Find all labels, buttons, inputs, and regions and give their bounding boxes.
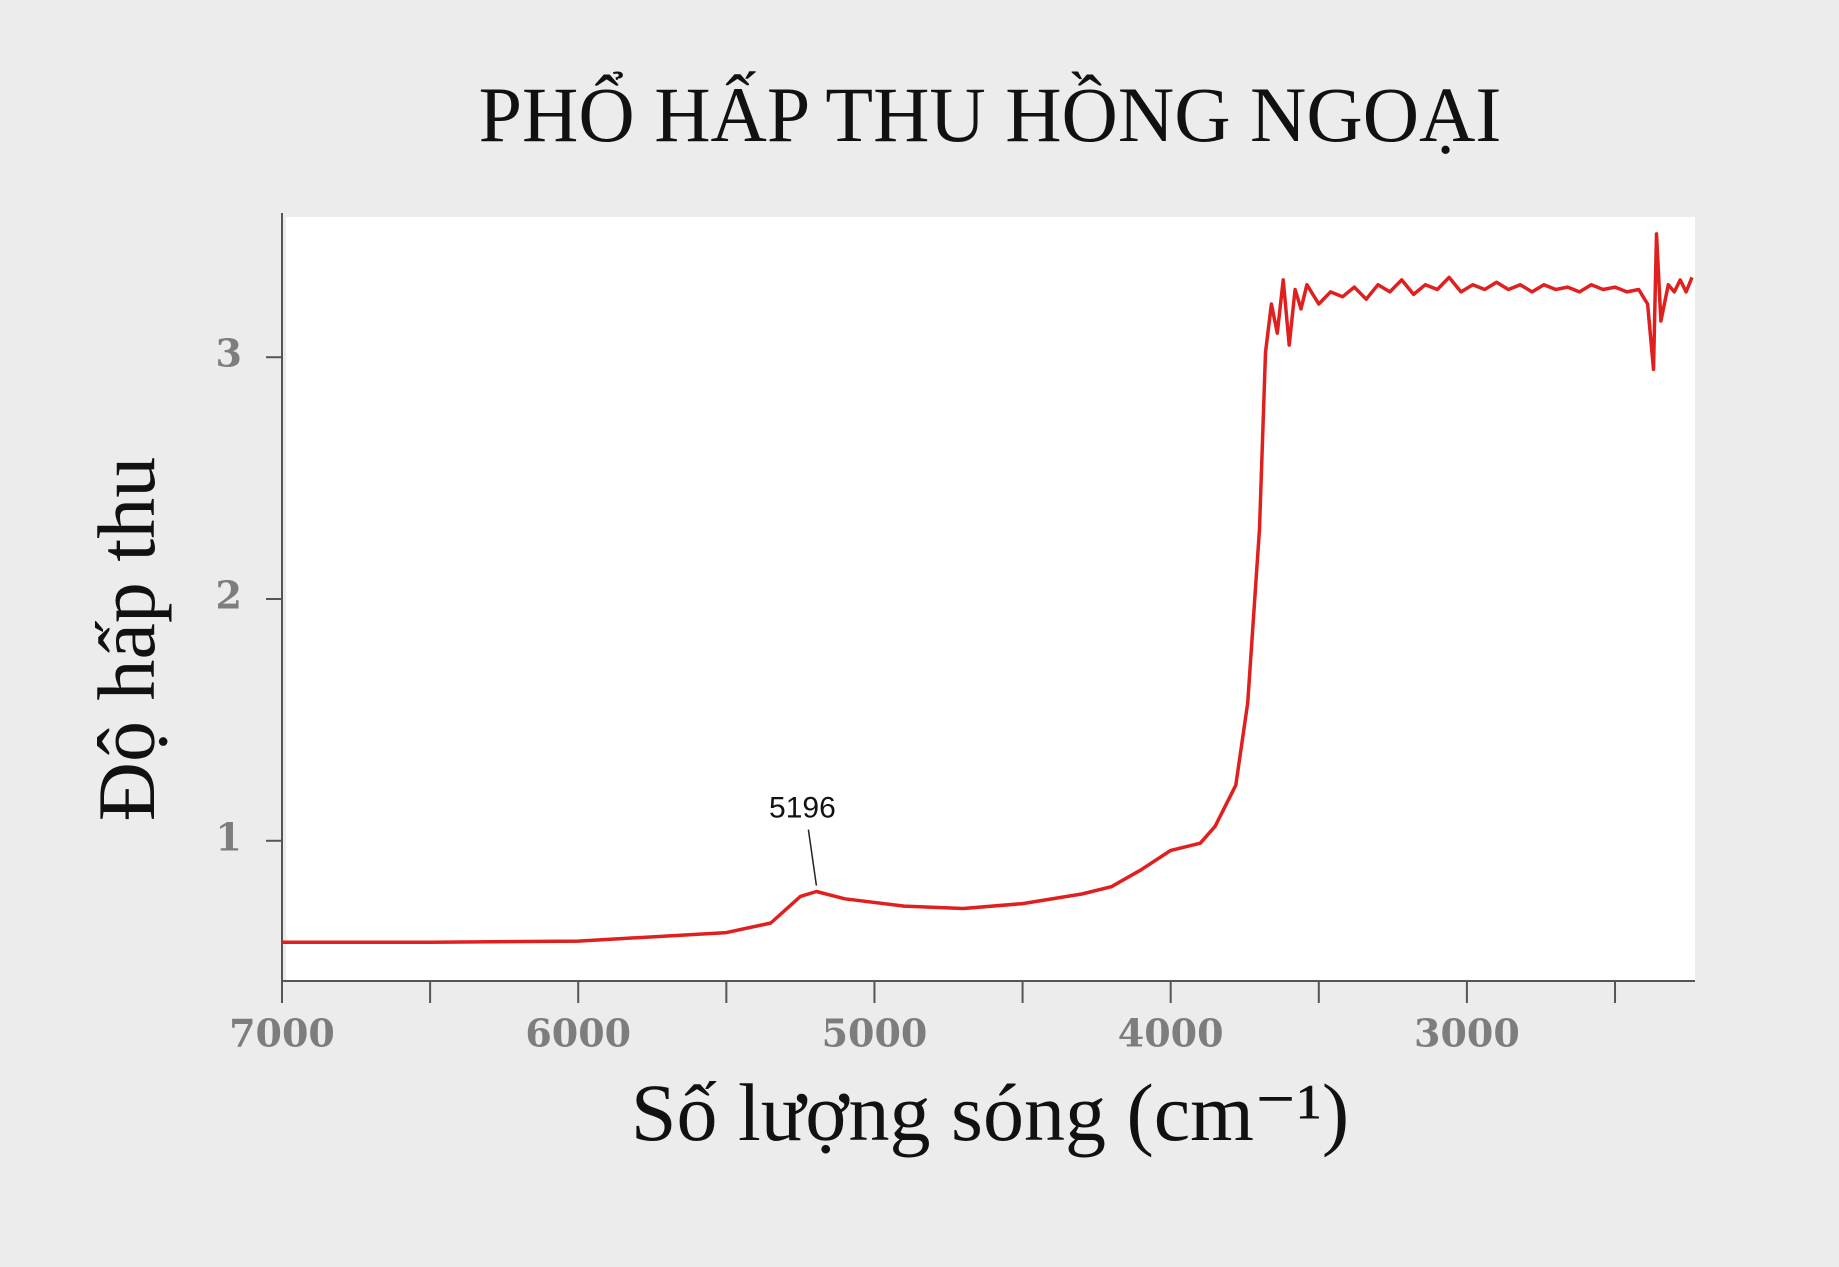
data-line xyxy=(282,232,1694,945)
x-tick-label: 4000 xyxy=(1118,1011,1224,1056)
y-tick-label: 2 xyxy=(216,573,242,618)
chart-title: PHỔ HẤP THU HỒNG NGOẠI xyxy=(479,71,1502,158)
plot-area xyxy=(286,217,1695,981)
y-axis-title: Độ hấp thu xyxy=(81,457,172,821)
x-axis-title: Số lượng sóng (cm⁻¹) xyxy=(631,1067,1349,1158)
annotation-label: 5196 xyxy=(769,792,836,825)
x-tick-label: 3000 xyxy=(1414,1011,1520,1056)
y-tick-label: 3 xyxy=(216,331,242,376)
x-tick-label: 5000 xyxy=(822,1011,928,1056)
x-tick-label: 7000 xyxy=(229,1011,335,1056)
y-tick-label: 1 xyxy=(216,814,242,859)
annotation-leader xyxy=(807,829,818,886)
x-tick-label: 6000 xyxy=(525,1011,631,1056)
